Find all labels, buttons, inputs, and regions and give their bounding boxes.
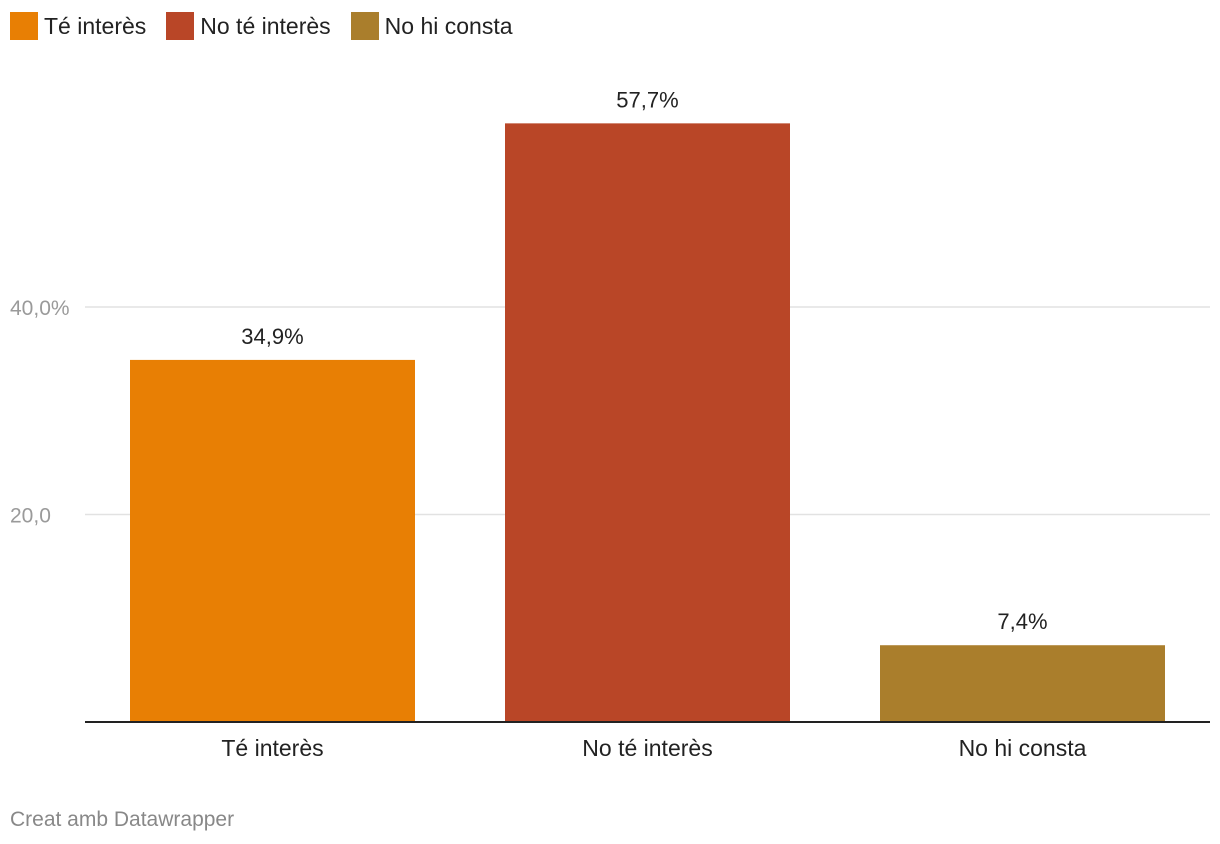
y-tick-label: 20,0: [10, 505, 51, 528]
legend-label: Té interès: [44, 12, 147, 39]
legend-item-no-hi-consta: No hi consta: [350, 12, 513, 40]
legend: Té interès No té interès No hi consta: [10, 10, 513, 42]
legend-label: No hi consta: [384, 12, 513, 39]
data-label: 57,7%: [616, 87, 678, 112]
legend-item-te-interes: Té interès: [10, 12, 146, 40]
legend-swatch: [350, 12, 379, 40]
footer-credit: Creat amb Datawrapper: [10, 808, 235, 831]
bar-chart: 20,0 40,0% 34,9% Té interès 57,7% No té inter…: [10, 87, 1210, 761]
bar-1: [130, 359, 415, 722]
y-tick-label: 40,0%: [10, 297, 70, 320]
x-tick-label: No té interès: [582, 735, 712, 761]
legend-swatch: [10, 12, 38, 40]
legend-swatch: [166, 12, 195, 40]
data-label: 34,9%: [241, 324, 303, 349]
data-label: 7,4%: [997, 609, 1047, 634]
x-tick-label: No hi consta: [959, 735, 1087, 761]
legend-item-no-te-interes: No té interès: [166, 12, 331, 40]
bar-2: [505, 123, 790, 723]
legend-label: No té interès: [200, 12, 331, 39]
x-tick-label: Té interès: [221, 735, 323, 761]
bar-3: [880, 645, 1165, 722]
